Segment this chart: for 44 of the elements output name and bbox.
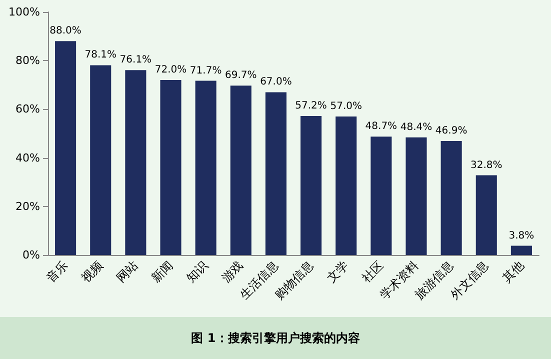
x-tick-label: 游戏 — [218, 258, 246, 285]
x-tick-label: 网站 — [114, 258, 141, 285]
data-label: 72.0% — [154, 64, 187, 76]
bar — [336, 116, 357, 255]
bar — [265, 92, 286, 255]
bar — [300, 116, 322, 255]
bar — [406, 137, 427, 255]
data-label: 46.9% — [435, 126, 468, 137]
data-label: 32.8% — [470, 160, 502, 171]
data-label: 57.2% — [295, 100, 327, 112]
data-label: 78.1% — [84, 50, 116, 61]
data-label: 88.0% — [50, 26, 82, 37]
x-tick-label: 其他 — [500, 258, 526, 285]
x-tick-label: 音乐 — [44, 258, 70, 285]
x-tick-label: 文学 — [324, 258, 352, 285]
y-tick-label: 80% — [16, 54, 40, 68]
bar — [370, 136, 392, 255]
y-tick-label: 40% — [16, 151, 40, 164]
y-tick-label: 20% — [16, 200, 40, 213]
bar — [160, 80, 182, 255]
data-label: 3.8% — [508, 230, 534, 242]
x-tick-label: 新闻 — [148, 258, 176, 285]
data-label: 67.0% — [260, 76, 292, 88]
y-tick-label: 100% — [8, 6, 40, 18]
bar — [510, 246, 532, 255]
bar — [230, 86, 252, 255]
bar — [195, 80, 216, 255]
data-label: 69.7% — [225, 70, 257, 82]
y-tick-label: 0% — [22, 248, 40, 262]
data-label: 76.1% — [120, 54, 152, 66]
x-tick-label: 社区 — [359, 258, 386, 285]
data-label: 57.0% — [330, 100, 362, 112]
data-label: 48.4% — [400, 122, 432, 133]
bar — [55, 41, 76, 255]
data-label: 48.7% — [365, 121, 398, 132]
x-tick-label: 知识 — [184, 258, 211, 285]
bar — [440, 141, 462, 255]
bar — [90, 65, 112, 255]
x-tick-label: 视频 — [78, 258, 106, 285]
text: 图 1：搜索引擎用户搜索的内容 — [191, 331, 360, 345]
y-tick-label: 60% — [16, 102, 40, 116]
data-label: 71.7% — [190, 65, 222, 76]
bar — [125, 70, 146, 255]
bar — [476, 175, 497, 255]
